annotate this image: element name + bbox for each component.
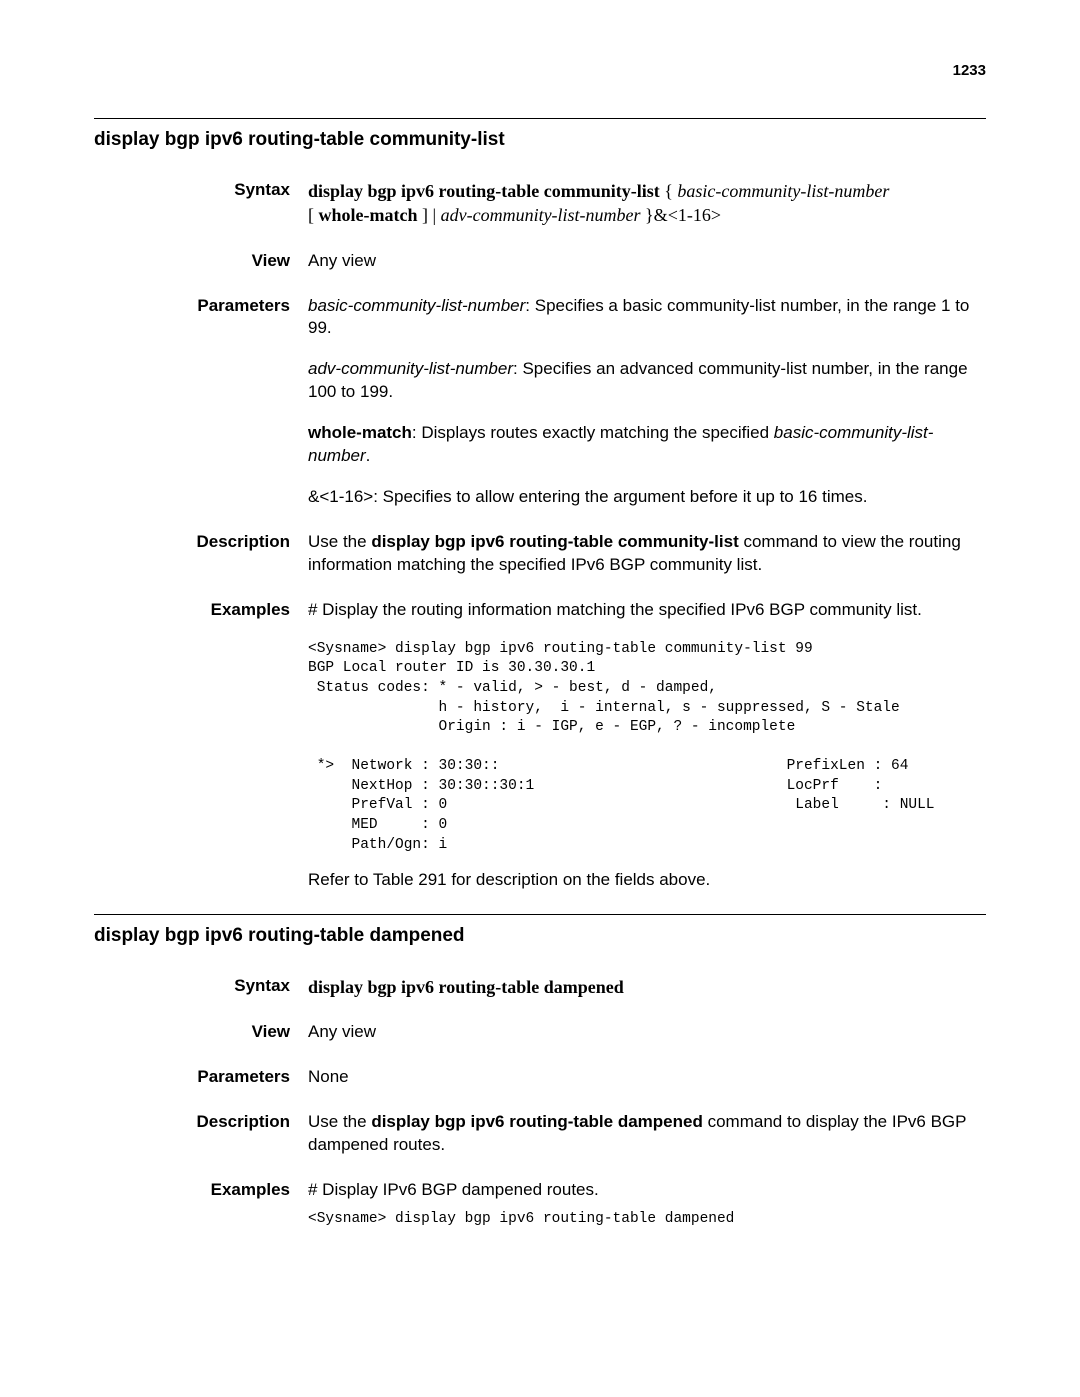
s2-view-content: Any view [308, 1021, 986, 1044]
examples-intro: # Display the routing information matchi… [308, 599, 986, 622]
s2-examples-code: <Sysname> display bgp ipv6 routing-table… [308, 1210, 986, 1230]
top-spacer [94, 60, 986, 118]
s2-description-content: Use the display bgp ipv6 routing-table d… [308, 1111, 986, 1157]
page: 1233 display bgp ipv6 routing-table comm… [0, 0, 1080, 1397]
section2-examples-row: Examples # Display IPv6 BGP dampened rou… [94, 1179, 986, 1230]
examples-footer: Refer to Table 291 for description on th… [308, 869, 986, 892]
section1-rule [94, 118, 986, 119]
syntax-cmd: display bgp ipv6 routing-table community… [308, 181, 660, 201]
syntax-arg1: basic-community-list-number [677, 181, 889, 201]
description-content: Use the display bgp ipv6 routing-table c… [308, 531, 986, 577]
section2-view-row: View Any view [94, 1021, 986, 1044]
view-label: View [94, 250, 308, 273]
s2-syntax-content: display bgp ipv6 routing-table dampened [308, 975, 986, 999]
section1-examples-row: Examples # Display the routing informati… [94, 599, 986, 892]
param3-name: whole-match [308, 423, 412, 442]
param4: &<1-16>: Specifies to allow entering the… [308, 486, 986, 509]
s2-parameters-content: None [308, 1066, 986, 1089]
parameters-label: Parameters [94, 295, 308, 510]
s2-description-label: Description [94, 1111, 308, 1157]
desc-pre: Use the [308, 532, 371, 551]
examples-code: <Sysname> display bgp ipv6 routing-table… [308, 640, 986, 855]
s2-examples-label: Examples [94, 1179, 308, 1230]
section2-parameters-row: Parameters None [94, 1066, 986, 1089]
s2-view-label: View [94, 1021, 308, 1044]
examples-content: # Display the routing information matchi… [308, 599, 986, 892]
section1-description-row: Description Use the display bgp ipv6 rou… [94, 531, 986, 577]
s2-examples-intro: # Display IPv6 BGP dampened routes. [308, 1179, 986, 1202]
syntax-mid: ] | [417, 205, 440, 225]
view-text: Any view [308, 250, 986, 273]
syntax-arg2: adv-community-list-number [441, 205, 641, 225]
syntax-suffix: }&<1-16> [641, 205, 721, 225]
s2-parameters-label: Parameters [94, 1066, 308, 1089]
view-content: Any view [308, 250, 986, 273]
section1-title: display bgp ipv6 routing-table community… [94, 129, 986, 151]
s2-parameters-text: None [308, 1066, 986, 1089]
section1-parameters-row: Parameters basic-community-list-number: … [94, 295, 986, 510]
syntax-line2-prefix: [ [308, 205, 319, 225]
param1-name: basic-community-list-number [308, 296, 525, 315]
s2-desc-pre: Use the [308, 1112, 371, 1131]
syntax-wholematch: whole-match [319, 205, 418, 225]
section2-rule [94, 914, 986, 915]
param3-period: . [366, 446, 371, 465]
desc-cmd: display bgp ipv6 routing-table community… [371, 532, 738, 551]
section1-view-row: View Any view [94, 250, 986, 273]
description-label: Description [94, 531, 308, 577]
s2-view-text: Any view [308, 1021, 986, 1044]
parameters-content: basic-community-list-number: Specifies a… [308, 295, 986, 510]
page-number: 1233 [953, 62, 986, 79]
syntax-content: display bgp ipv6 routing-table community… [308, 179, 986, 228]
examples-label: Examples [94, 599, 308, 892]
section2-description-row: Description Use the display bgp ipv6 rou… [94, 1111, 986, 1157]
s2-desc-cmd: display bgp ipv6 routing-table dampened [371, 1112, 703, 1131]
section2-syntax-row: Syntax display bgp ipv6 routing-table da… [94, 975, 986, 999]
syntax-label: Syntax [94, 179, 308, 228]
syntax-brace: { [660, 181, 678, 201]
s2-syntax-label: Syntax [94, 975, 308, 999]
s2-syntax-cmd: display bgp ipv6 routing-table dampened [308, 977, 624, 997]
param2-name: adv-community-list-number [308, 359, 513, 378]
section1-syntax-row: Syntax display bgp ipv6 routing-table co… [94, 179, 986, 228]
section2-title: display bgp ipv6 routing-table dampened [94, 925, 986, 947]
param3-mid: : Displays routes exactly matching the s… [412, 423, 774, 442]
s2-examples-content: # Display IPv6 BGP dampened routes. <Sys… [308, 1179, 986, 1230]
